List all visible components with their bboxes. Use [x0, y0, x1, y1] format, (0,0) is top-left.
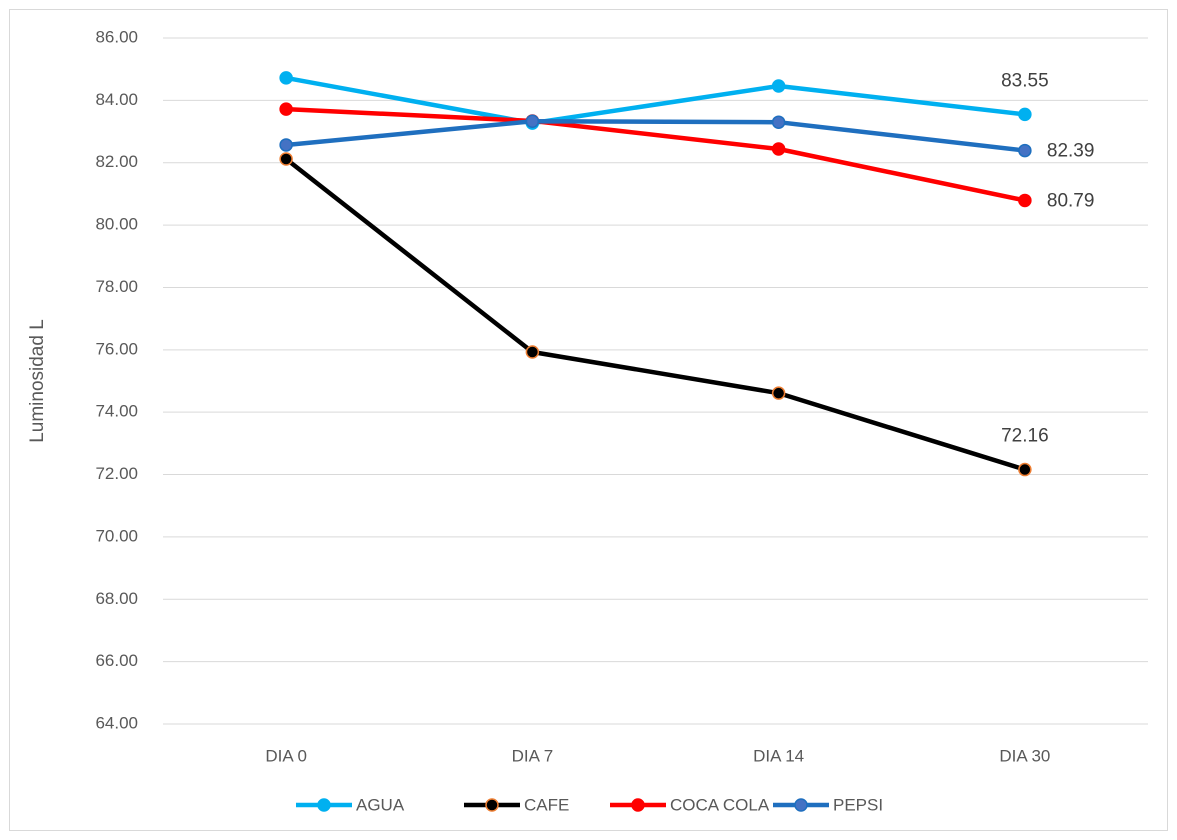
marker — [1018, 143, 1032, 158]
marker — [1018, 462, 1032, 477]
marker — [771, 142, 786, 156]
y-tick-label: 68.00 — [95, 589, 138, 608]
data-label: 83.55 — [1001, 70, 1049, 91]
data-label: 80.79 — [1047, 190, 1095, 211]
marker — [279, 152, 293, 166]
marker — [279, 102, 293, 116]
y-tick-label: 84.00 — [95, 90, 138, 109]
marker — [771, 115, 786, 129]
x-tick-label: DIA 14 — [753, 746, 804, 765]
data-label: 82.39 — [1047, 141, 1095, 162]
marker — [525, 114, 540, 129]
legend-marker — [485, 798, 499, 812]
y-tick-label: 74.00 — [95, 402, 138, 421]
y-tick-label: 86.00 — [95, 27, 138, 46]
y-tick-label: 64.00 — [95, 713, 138, 732]
marker — [525, 345, 540, 359]
legend-marker — [317, 798, 331, 812]
y-tick-label: 66.00 — [95, 651, 138, 670]
marker — [279, 71, 293, 85]
legend-marker — [794, 798, 808, 812]
y-tick-label: 78.00 — [95, 277, 138, 296]
series-line — [285, 119, 1026, 153]
marker — [771, 386, 786, 400]
marker — [1018, 107, 1032, 122]
x-tick-label: DIA 30 — [999, 746, 1050, 765]
legend-label: PEPSI — [833, 795, 883, 814]
data-label: 72.16 — [1001, 426, 1049, 447]
y-tick-label: 70.00 — [95, 526, 138, 545]
x-tick-label: DIA 7 — [512, 746, 554, 765]
y-tick-label: 80.00 — [95, 215, 138, 234]
marker — [771, 79, 786, 93]
legend-label: AGUA — [356, 795, 405, 814]
legend-marker — [631, 798, 645, 812]
marker — [1018, 193, 1032, 208]
chart-frame — [9, 9, 1168, 831]
marker — [279, 138, 293, 152]
y-axis-label: Luminosidad L — [27, 319, 48, 443]
x-tick-label: DIA 0 — [265, 746, 307, 765]
y-tick-label: 72.00 — [95, 464, 138, 483]
series-line — [286, 106, 1026, 203]
legend-label: COCA COLA — [670, 795, 770, 814]
legend-label: CAFE — [524, 795, 569, 814]
series-line — [284, 157, 1026, 472]
y-tick-label: 76.00 — [95, 339, 138, 358]
y-tick-label: 82.00 — [95, 152, 138, 171]
series-line — [285, 75, 1026, 126]
